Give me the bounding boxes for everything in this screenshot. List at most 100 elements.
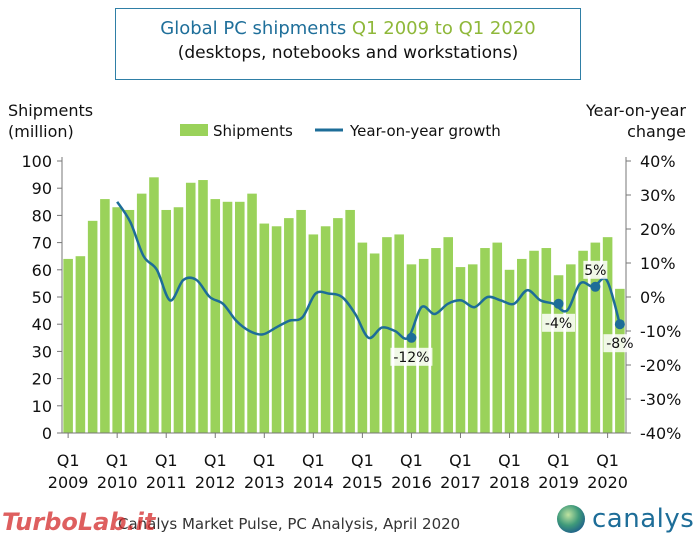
x-tick-year: 2012 bbox=[195, 473, 236, 492]
watermark: TurboLab.it bbox=[2, 508, 156, 536]
y-tick-right-label: 10% bbox=[640, 254, 676, 273]
yoy-marker bbox=[590, 281, 601, 292]
shipment-bar bbox=[443, 237, 453, 433]
shipment-bar bbox=[320, 226, 331, 433]
yoy-marker bbox=[553, 298, 564, 309]
x-tick-quarter: Q1 bbox=[155, 451, 178, 470]
source-note: Canalys Market Pulse, PC Analysis, April… bbox=[118, 515, 461, 533]
x-tick-quarter: Q1 bbox=[547, 451, 570, 470]
shipment-bar bbox=[112, 207, 122, 433]
x-tick-year: 2016 bbox=[391, 473, 432, 492]
x-tick-year: 2009 bbox=[48, 473, 89, 492]
yoy-marker-label-bg bbox=[542, 313, 576, 332]
shipment-bar bbox=[296, 209, 306, 433]
y-tick-left-label: 80 bbox=[32, 206, 52, 225]
y-tick-left-label: 0 bbox=[42, 424, 52, 443]
shipment-bar bbox=[136, 193, 147, 433]
x-tick-year: 2015 bbox=[342, 473, 383, 492]
y-axis-left-label-line2: (million) bbox=[8, 122, 74, 141]
y-tick-left-label: 60 bbox=[32, 261, 52, 280]
x-tick-year: 2020 bbox=[587, 473, 628, 492]
x-tick-quarter: Q1 bbox=[498, 451, 521, 470]
x-tick-year: 2017 bbox=[440, 473, 481, 492]
yoy-marker bbox=[406, 332, 417, 343]
y-tick-right-label: -10% bbox=[640, 322, 681, 341]
x-tick-quarter: Q1 bbox=[57, 451, 80, 470]
y-tick-right-label: 30% bbox=[640, 186, 676, 205]
x-tick-year: 2019 bbox=[538, 473, 579, 492]
x-tick-year: 2010 bbox=[97, 473, 138, 492]
shipment-bar bbox=[75, 256, 86, 433]
y-tick-left-label: 70 bbox=[32, 234, 52, 253]
x-tick-quarter: Q1 bbox=[106, 451, 129, 470]
shipment-bar bbox=[149, 177, 159, 433]
globe-icon bbox=[557, 505, 585, 533]
y-tick-left-label: 100 bbox=[21, 152, 52, 171]
y-tick-right-label: 0% bbox=[640, 288, 665, 307]
x-tick-year: 2018 bbox=[489, 473, 530, 492]
shipment-bar bbox=[271, 226, 282, 433]
shipment-bar bbox=[529, 250, 539, 433]
x-tick-quarter: Q1 bbox=[351, 451, 374, 470]
yoy-growth-line bbox=[116, 201, 622, 340]
y-tick-left-label: 10 bbox=[32, 397, 52, 416]
chart-title: Global PC shipments Q1 2009 to Q1 2020 bbox=[116, 18, 580, 39]
x-tick-quarter: Q1 bbox=[596, 451, 619, 470]
y-tick-left-label: 90 bbox=[32, 179, 52, 198]
shipment-bar bbox=[63, 258, 73, 433]
shipment-bar bbox=[259, 223, 270, 433]
shipment-bar bbox=[87, 220, 98, 433]
yoy-marker bbox=[614, 319, 625, 330]
shipment-bar bbox=[198, 180, 208, 433]
chart-title-main: Global PC shipments bbox=[160, 18, 352, 39]
shipment-bar bbox=[284, 218, 294, 433]
y-tick-right-label: -40% bbox=[640, 424, 681, 443]
shipment-bar bbox=[124, 209, 135, 433]
legend-line-label: Year-on-year growth bbox=[349, 122, 501, 140]
y-tick-right-label: -30% bbox=[640, 390, 681, 409]
shipment-bar bbox=[161, 209, 171, 433]
x-tick-year: 2011 bbox=[146, 473, 187, 492]
legend-bar-swatch bbox=[180, 124, 208, 136]
y-tick-left-label: 30 bbox=[32, 342, 52, 361]
x-tick-quarter: Q1 bbox=[253, 451, 276, 470]
shipment-bar bbox=[541, 248, 552, 433]
x-tick-quarter: Q1 bbox=[449, 451, 472, 470]
shipment-bar bbox=[222, 201, 233, 433]
logo-text: canalys bbox=[592, 504, 695, 534]
shipment-bar bbox=[345, 209, 355, 433]
y-tick-right-label: -20% bbox=[640, 356, 681, 375]
shipment-bar bbox=[235, 201, 245, 433]
y-axis-left-label-line1: Shipments bbox=[8, 101, 94, 120]
x-tick-quarter: Q1 bbox=[204, 451, 227, 470]
yoy-marker-label: -12% bbox=[393, 350, 429, 366]
shipment-bar bbox=[590, 242, 601, 433]
shipment-bar bbox=[173, 207, 184, 433]
y-axis-left-label: Shipments (million) bbox=[8, 100, 93, 142]
x-tick-quarter: Q1 bbox=[400, 451, 423, 470]
shipment-bar bbox=[517, 258, 527, 433]
canalys-logo: canalys bbox=[556, 504, 694, 534]
x-tick-quarter: Q1 bbox=[302, 451, 325, 470]
shipment-bar bbox=[553, 275, 564, 433]
chart-title-box: Global PC shipments Q1 2009 to Q1 2020 (… bbox=[115, 8, 581, 80]
yoy-marker-label: 5% bbox=[584, 263, 606, 279]
shipment-bar bbox=[247, 193, 257, 433]
shipment-bar bbox=[308, 234, 319, 433]
shipment-bar bbox=[467, 264, 478, 433]
shipment-bar bbox=[578, 250, 588, 433]
yoy-marker-label-bg bbox=[390, 347, 433, 366]
shipment-bar bbox=[333, 218, 343, 433]
chart-title-range: Q1 2009 to Q1 2020 bbox=[351, 18, 536, 39]
shipment-bar bbox=[455, 267, 466, 433]
x-tick-year: 2013 bbox=[244, 473, 285, 492]
shipment-bar bbox=[382, 237, 392, 433]
shipment-bar bbox=[492, 242, 503, 433]
legend-bar-label: Shipments bbox=[213, 122, 293, 140]
x-tick-year: 2014 bbox=[293, 473, 334, 492]
shipment-bar bbox=[185, 182, 196, 433]
shipment-bar bbox=[418, 258, 429, 433]
yoy-marker-label-bg bbox=[603, 334, 637, 353]
y-axis-right-label-line1: Year-on-year bbox=[585, 101, 686, 120]
